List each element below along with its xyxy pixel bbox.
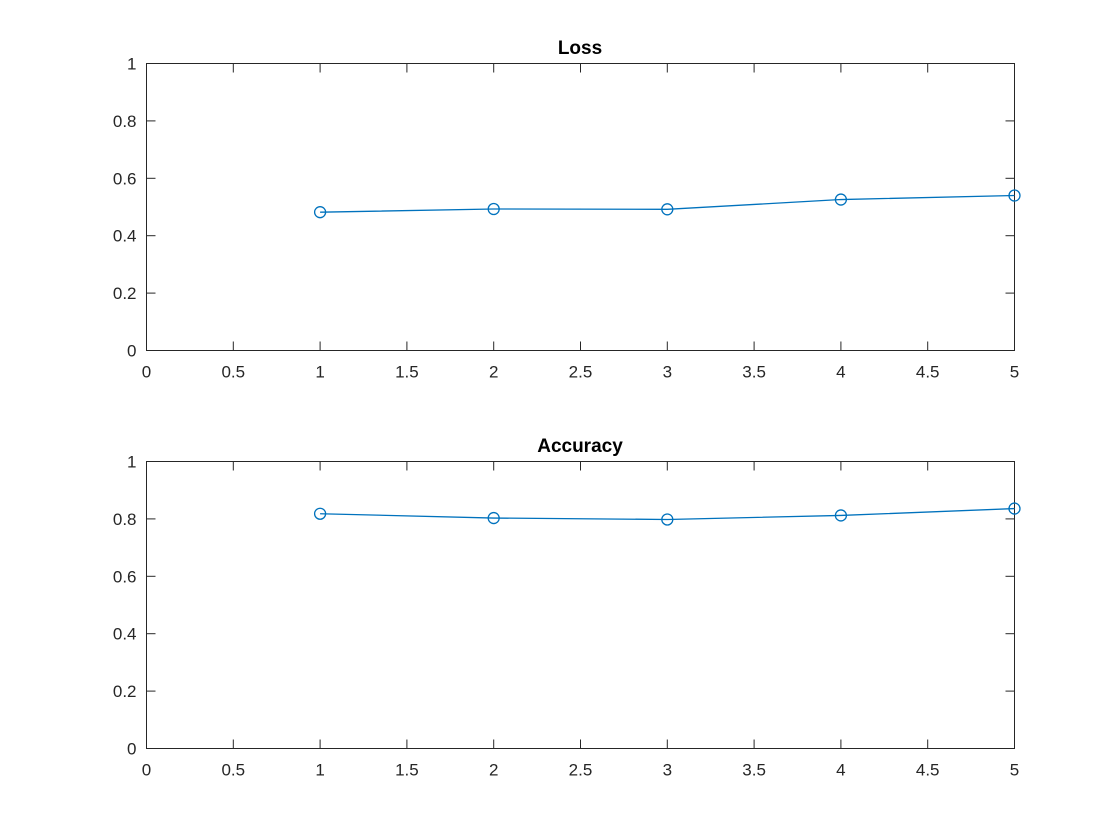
accuracy-series-line: [320, 507, 1015, 521]
loss-axes-box: [146, 63, 1015, 351]
accuracy-xtick-label: 4.5: [916, 761, 940, 780]
loss-xtick-label: 4.5: [916, 363, 940, 382]
loss-ytick-label: 0.6: [113, 169, 137, 188]
accuracy-xtick-label: 0.5: [221, 761, 245, 780]
accuracy-ytick-label: 1: [127, 453, 136, 472]
accuracy-title: Accuracy: [537, 436, 623, 457]
accuracy-tick-labels: 0 0.5 1 1.5 2 2.5 3 3.5 4 4.5 5 0 0.2 0.4 0.6 0.8 1: [113, 453, 1019, 780]
loss-tick-labels: 0 0.5 1 1.5 2 2.5 3 3.5 4 4.5 5 0 0.2 0.4 0.6 0.8 1: [113, 55, 1019, 382]
accuracy-plot-area: [313, 502, 1021, 526]
accuracy-data-point: [661, 513, 674, 526]
loss-xtick-label: 1.5: [395, 363, 419, 382]
accuracy-ticks: [146, 461, 1015, 749]
accuracy-xtick-label: 1: [315, 761, 324, 780]
loss-data-point: [834, 193, 848, 206]
accuracy-subplot: Accuracy 0 0.5 1 1.5 2 2.5 3 3.5 4 4.5 5 0 0.2 0.4 0.6…: [113, 436, 1021, 780]
accuracy-data-point: [834, 509, 848, 522]
accuracy-xtick-label: 4: [836, 761, 845, 780]
accuracy-data-point: [313, 507, 327, 520]
accuracy-data-point: [487, 511, 500, 525]
accuracy-xtick-label: 1.5: [395, 761, 419, 780]
loss-xtick-label: 1: [315, 363, 324, 382]
loss-ytick-label: 1: [127, 55, 136, 74]
loss-data-point: [487, 202, 500, 216]
loss-xtick-label: 4: [836, 363, 845, 382]
accuracy-axes-box: [146, 461, 1015, 749]
loss-ytick-label: 0.4: [113, 227, 137, 246]
accuracy-xtick-label: 2.5: [569, 761, 593, 780]
accuracy-xtick-label: 3: [663, 761, 672, 780]
accuracy-data-point: [1008, 502, 1021, 515]
accuracy-ytick-label: 0.2: [113, 682, 137, 701]
loss-xtick-label: 3.5: [742, 363, 766, 382]
loss-data-point: [313, 206, 327, 219]
accuracy-ytick-label: 0.6: [113, 567, 137, 586]
accuracy-ytick-label: 0: [127, 740, 136, 759]
accuracy-xtick-label: 0: [142, 761, 151, 780]
loss-data-point: [1008, 189, 1021, 202]
accuracy-xtick-label: 3.5: [742, 761, 766, 780]
loss-xtick-label: 5: [1010, 363, 1019, 382]
loss-xtick-label: 2: [489, 363, 498, 382]
loss-ticks: [146, 63, 1015, 351]
loss-title: Loss: [558, 38, 602, 59]
loss-plot-area: [313, 189, 1021, 219]
loss-ytick-label: 0.2: [113, 284, 137, 303]
accuracy-ytick-label: 0.4: [113, 625, 137, 644]
accuracy-xtick-label: 2: [489, 761, 498, 780]
accuracy-ytick-label: 0.8: [113, 510, 137, 529]
loss-xtick-label: 0: [142, 363, 151, 382]
loss-subplot: Loss 0 0.5 1 1.5 2 2.5 3 3.5 4 4.5 5 0 0.2 0.4 0.6 0.8 1: [113, 38, 1021, 382]
loss-xtick-label: 0.5: [221, 363, 245, 382]
loss-xtick-label: 2.5: [569, 363, 593, 382]
loss-data-point: [661, 203, 674, 216]
accuracy-xtick-label: 5: [1010, 761, 1019, 780]
loss-series-line: [320, 194, 1015, 213]
loss-ytick-label: 0: [127, 342, 136, 361]
loss-xtick-label: 3: [663, 363, 672, 382]
loss-ytick-label: 0.8: [113, 112, 137, 131]
